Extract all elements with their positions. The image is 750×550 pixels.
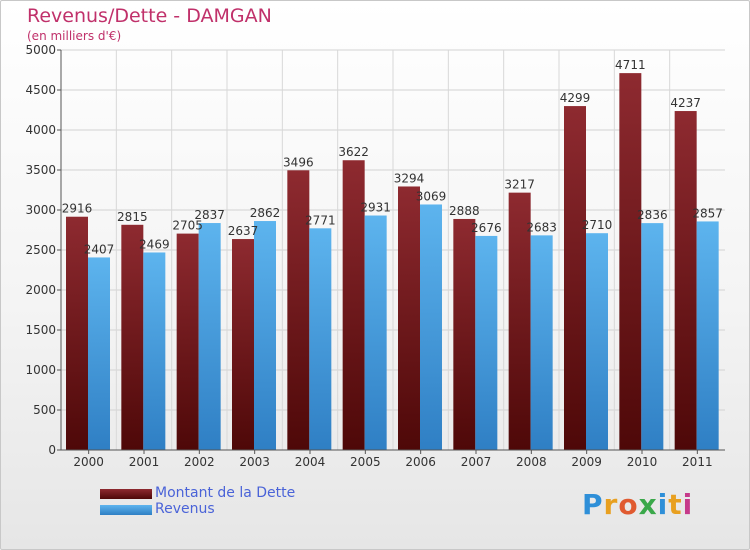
value-label-revenus: 2469 [139,237,170,251]
value-label-dette: 2815 [117,210,148,224]
bar-dette [398,186,420,451]
y-tick-label: 1000 [25,363,56,377]
y-tick-label: 2500 [25,243,56,257]
bar-revenus [88,257,110,450]
y-tick-label: 3000 [25,203,56,217]
y-tick-label: 3500 [25,163,56,177]
x-tick-label: 2000 [73,455,104,469]
bar-revenus [586,233,608,450]
brand-letter: P [582,488,604,521]
bar-dette [453,218,476,450]
value-label-dette: 2637 [228,224,259,238]
y-tick-label: 4000 [25,123,56,137]
brand-letter: x [638,488,658,521]
x-tick-label: 2010 [627,455,658,469]
bar-revenus [143,252,166,450]
y-tick-label: 0 [48,443,56,457]
y-tick-label: 1500 [25,323,56,337]
bar-dette [121,224,144,450]
value-label-revenus: 3069 [416,189,447,203]
bar-revenus [198,223,221,450]
bar-dette [287,170,310,450]
x-tick-label: 2006 [405,455,436,469]
value-label-revenus: 2862 [250,206,281,220]
legend-swatch-revenus [100,505,152,515]
proxiti-logo: Proxiti [582,488,693,521]
brand-letter: i [657,488,669,521]
y-tick-label: 4500 [25,83,56,97]
bar-revenus [475,235,498,450]
legend-label-revenus: Revenus [155,501,215,517]
bar-dette [342,160,365,451]
chart-subtitle: (en milliers d'€) [27,29,122,43]
bar-revenus [696,221,719,450]
bar-dette [674,111,697,450]
x-tick-label: 2005 [350,455,381,469]
value-label-dette: 2888 [449,204,480,218]
bar-dette [232,239,254,450]
y-tick-label: 500 [33,403,56,417]
value-label-dette: 4711 [615,58,646,72]
bar-dette [176,233,199,450]
bar-revenus [309,228,332,450]
value-label-revenus: 2857 [692,206,723,220]
bar-revenus [530,235,553,450]
x-tick-label: 2004 [295,455,326,469]
value-label-revenus: 2771 [305,213,336,227]
value-label-revenus: 2676 [471,221,502,235]
bar-revenus [254,221,276,450]
x-tick-label: 2001 [129,455,160,469]
chart-title: Revenus/Dette - DAMGAN [27,5,272,27]
value-label-dette: 4237 [670,96,701,110]
value-label-dette: 3496 [283,155,314,169]
value-label-dette: 2916 [62,202,93,216]
x-tick-label: 2007 [461,455,492,469]
value-label-revenus: 2931 [360,201,391,215]
legend-swatch-dette [100,489,152,499]
bar-revenus [364,215,387,450]
x-tick-label: 2008 [516,455,547,469]
value-label-revenus: 2836 [637,208,668,222]
x-tick-label: 2011 [682,455,713,469]
bar-revenus [641,223,664,450]
brand-letter: i [682,488,694,521]
value-label-dette: 3294 [394,171,425,185]
value-label-dette: 3622 [338,145,369,159]
bar-dette [564,106,586,450]
value-label-dette: 2705 [172,219,203,233]
value-label-dette: 3217 [504,178,535,192]
bar-dette [619,73,642,451]
brand-letter: r [603,488,619,521]
bar-dette [66,216,88,450]
bar-dette [508,192,531,450]
value-label-revenus: 2407 [84,242,115,256]
value-label-revenus: 2837 [194,208,225,222]
bar-revenus [420,204,442,450]
value-label-dette: 4299 [560,91,591,105]
value-label-revenus: 2683 [526,220,557,234]
x-tick-label: 2003 [239,455,270,469]
y-tick-label: 5000 [25,43,56,57]
value-label-revenus: 2710 [582,218,613,232]
x-tick-label: 2009 [571,455,602,469]
legend-label-dette: Montant de la Dette [155,485,296,501]
y-tick-label: 2000 [25,283,56,297]
brand-letter: o [618,488,639,521]
x-tick-label: 2002 [184,455,215,469]
brand-letter: t [668,488,683,521]
